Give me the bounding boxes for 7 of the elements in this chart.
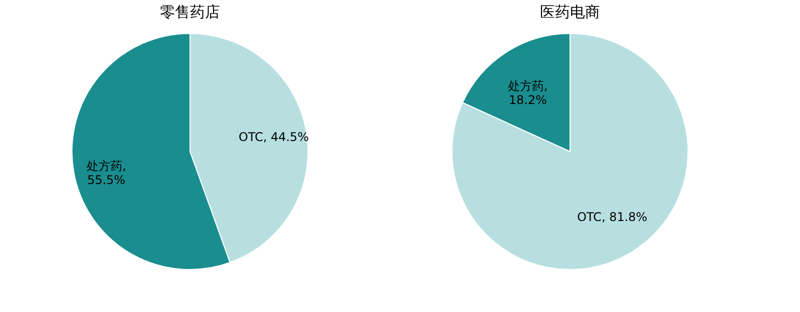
- slice-label: OTC, 44.5%: [238, 130, 309, 144]
- pie-slice: [452, 33, 688, 270]
- chart-title: 零售药店: [160, 3, 220, 21]
- chart-title: 医药电商: [540, 3, 600, 21]
- slice-label: 处方药, 18.2%: [508, 78, 548, 107]
- slice-label: OTC, 81.8%: [577, 210, 648, 224]
- slice-label: 处方药, 55.5%: [86, 159, 126, 188]
